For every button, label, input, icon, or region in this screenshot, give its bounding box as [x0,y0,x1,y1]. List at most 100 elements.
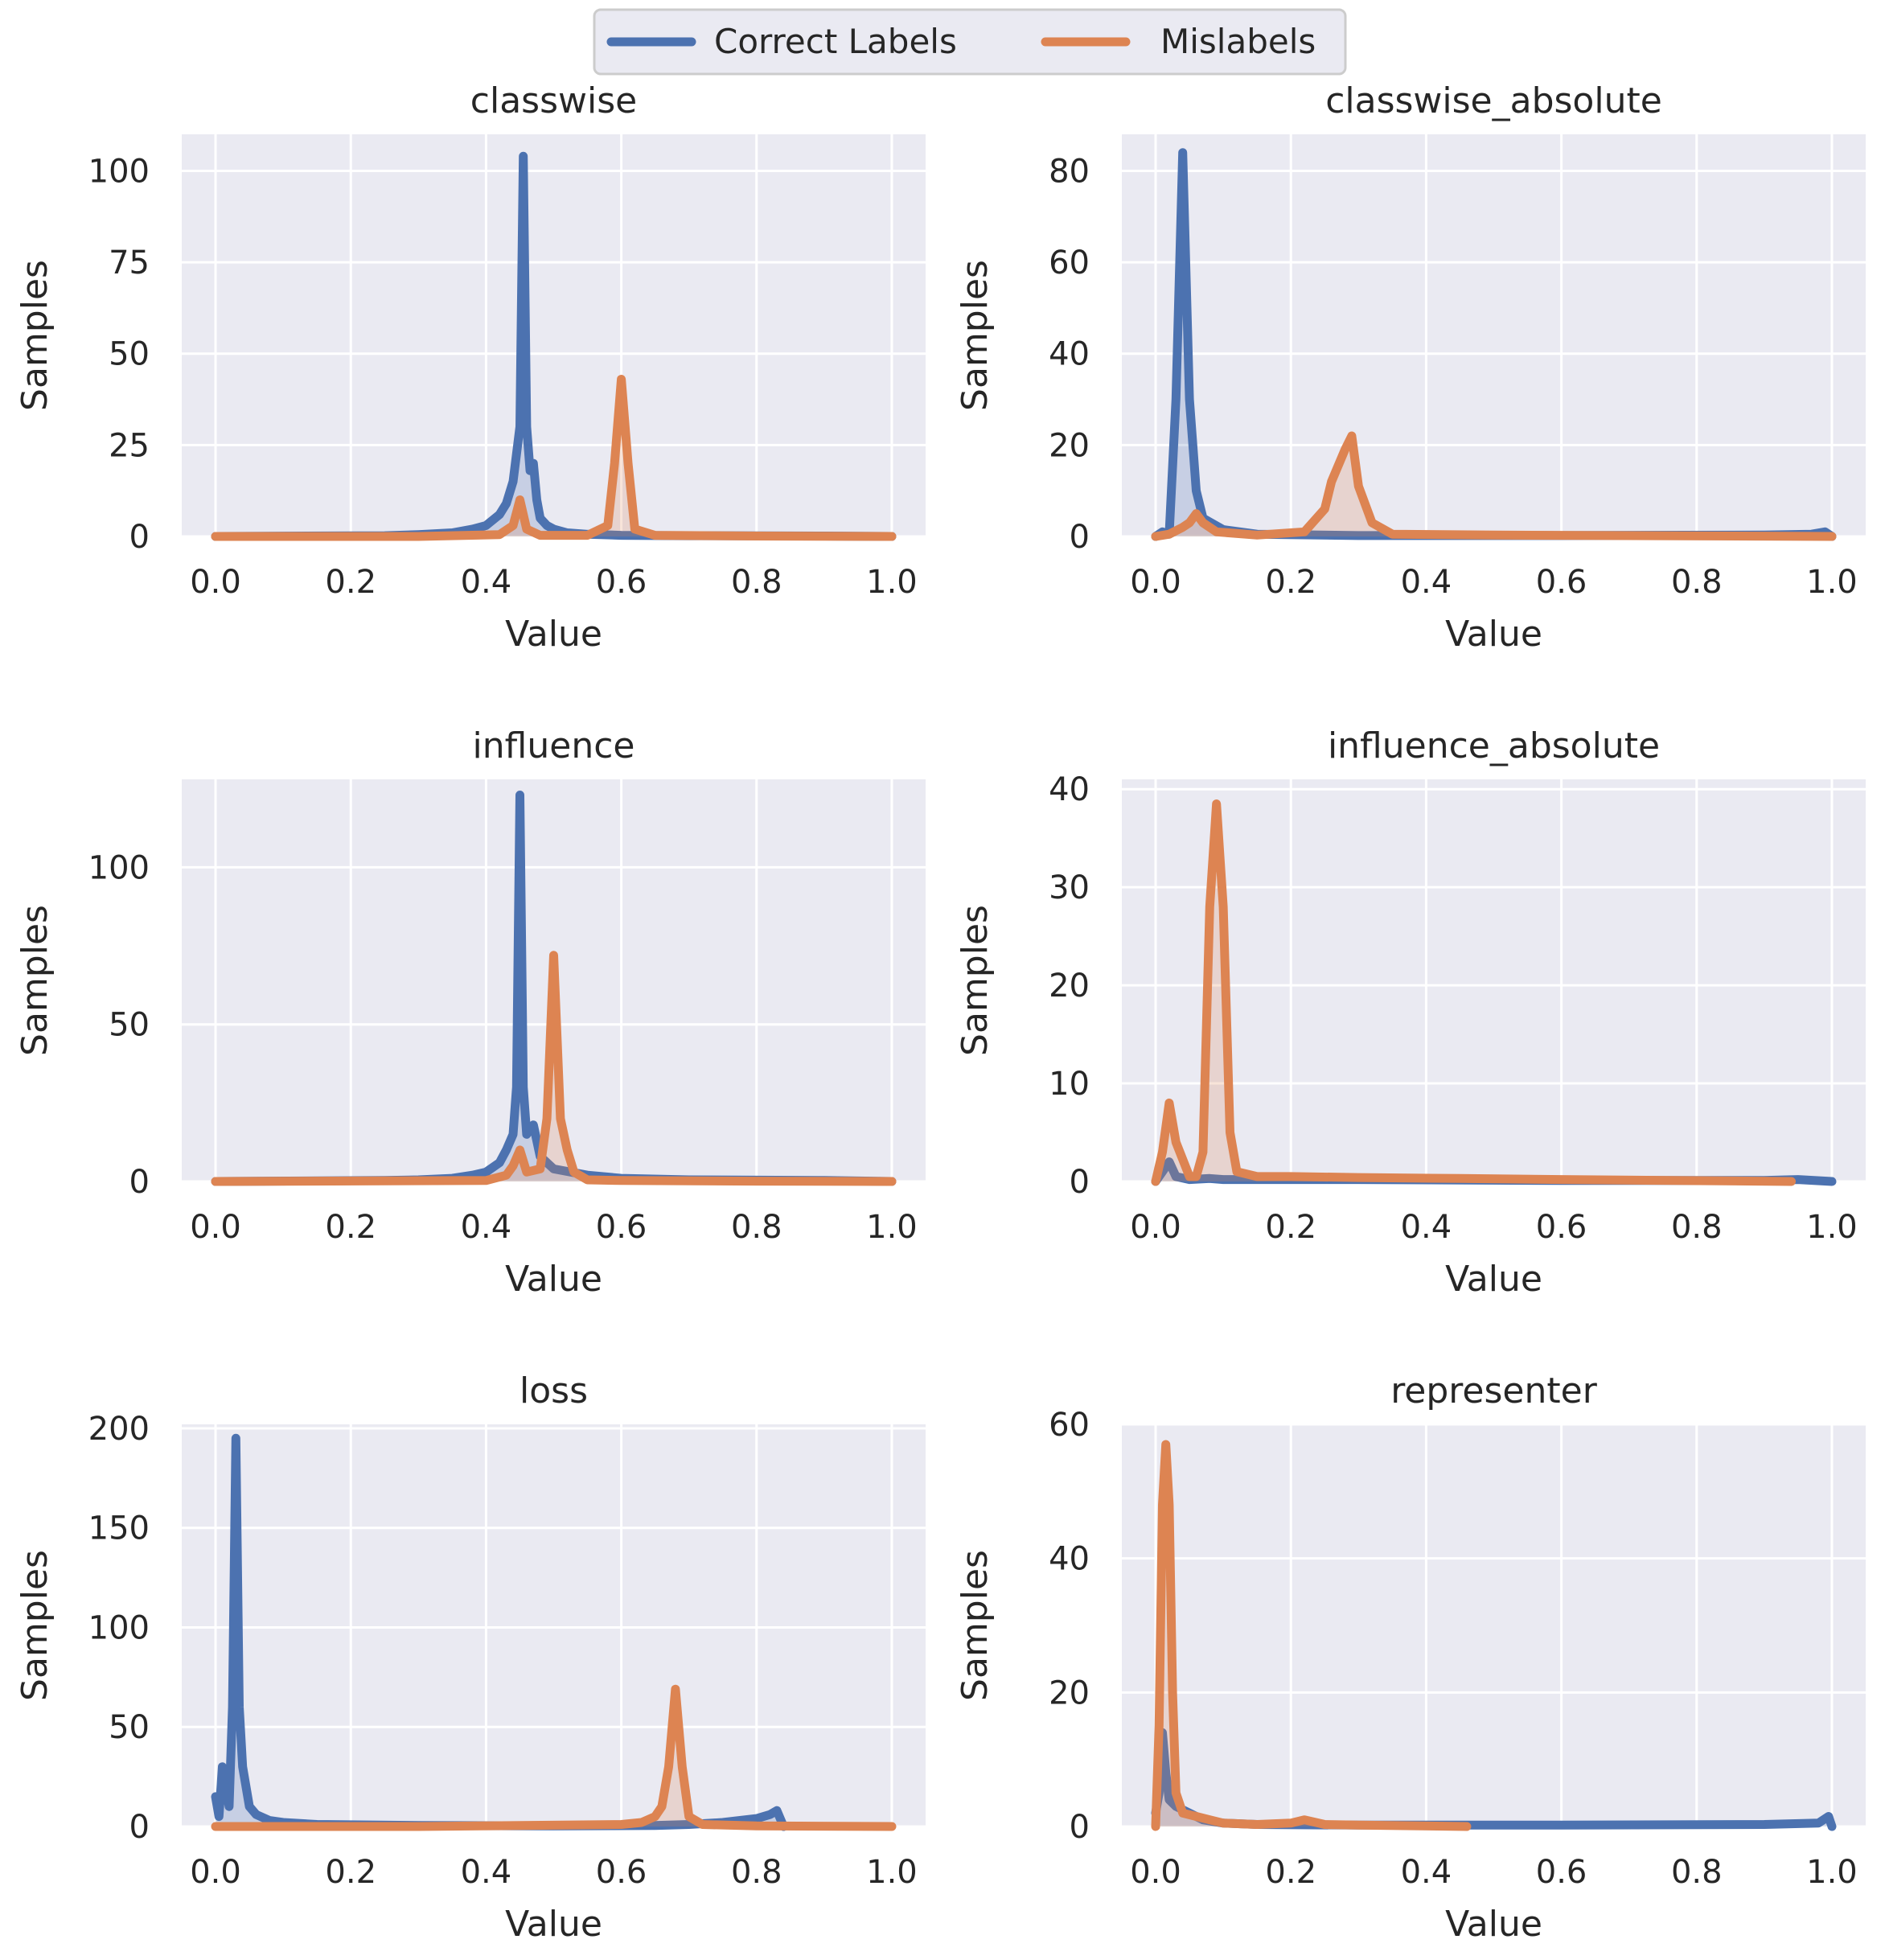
x-axis-label: Value [505,1904,602,1945]
x-tick-label: 0.2 [1265,1209,1316,1246]
x-tick-label: 1.0 [866,1854,918,1891]
y-tick-label: 25 [109,427,150,464]
x-tick-label: 0.6 [596,564,647,601]
y-axis-label: Samples [955,260,996,411]
x-tick-label: 0.6 [596,1854,647,1891]
series-line-mislabels [211,951,897,1186]
series-area-mislabels [1156,803,1792,1181]
y-tick-label: 10 [1049,1066,1090,1103]
y-tick-label: 50 [109,336,150,373]
y-tick-label: 75 [109,244,150,281]
plot-area [1122,779,1866,1181]
x-tick-label: 0.6 [1536,1854,1587,1891]
panel-representer: 0.0 0.2 0.4 0.6 0.8 1.0 0 20 40 60 representer Valu… [955,1370,1866,1945]
x-tick-label: 0.2 [325,1209,376,1246]
legend-mislabel-label: Mislabels [1160,22,1316,61]
y-tick-label: 30 [1049,869,1090,906]
series-line-mislabels [1151,1440,1472,1831]
x-tick-label: 0.4 [1401,1854,1452,1891]
x-tick-label: 0.6 [1536,1209,1587,1246]
x-tick-label: 0.6 [1536,564,1587,601]
x-tick-label: 0.2 [1265,564,1316,601]
x-axis-label: Value [1445,1904,1542,1945]
y-tick-label: 200 [88,1411,150,1448]
panel-title: representer [1390,1370,1598,1411]
y-axis-label: Samples [14,905,55,1056]
x-tick-label: 1.0 [1806,564,1858,601]
y-tick-label: 0 [129,1164,150,1201]
panel-title: classwise_absolute [1325,80,1662,121]
x-tick-label: 0.8 [1671,564,1723,601]
x-tick-label: 0.2 [1265,1854,1316,1891]
x-tick-label: 0.2 [325,1854,376,1891]
x-tick-label: 0.4 [461,564,512,601]
panel-classwise-absolute: 0.0 0.2 0.4 0.6 0.8 1.0 0 20 40 60 80 classwise_abs… [955,80,1866,655]
y-tick-label: 60 [1049,244,1090,281]
legend: Correct Labels Mislabels [593,8,1347,76]
x-tick-label: 0.8 [731,1209,782,1246]
x-tick-label: 0.8 [731,564,782,601]
x-tick-label: 0.2 [325,564,376,601]
y-tick-label: 40 [1049,771,1090,808]
y-tick-label: 0 [1070,519,1090,556]
y-tick-label: 60 [1049,1407,1090,1444]
plot-area [1122,1424,1866,1826]
y-tick-label: 100 [88,1609,150,1646]
panel-influence-absolute: 0.0 0.2 0.4 0.6 0.8 1.0 0 10 20 30 40 influence_abs… [955,725,1866,1300]
panel-title: classwise [470,80,637,121]
x-tick-label: 0.0 [1130,1209,1181,1246]
x-tick-label: 1.0 [866,1209,918,1246]
y-axis-label: Samples [14,1550,55,1701]
panel-title: influence [473,725,635,766]
panel-title: influence_absolute [1328,725,1660,766]
legend-box [593,8,1347,76]
x-tick-label: 0.6 [596,1209,647,1246]
x-axis-label: Value [1445,1259,1542,1300]
series-line-mislabels [1151,799,1796,1186]
x-tick-label: 0.8 [1671,1209,1723,1246]
plot-area [182,134,926,536]
y-tick-label: 0 [1070,1164,1090,1201]
y-tick-label: 150 [88,1510,150,1547]
x-tick-label: 1.0 [1806,1209,1858,1246]
plot-area [1122,134,1866,536]
x-axis-label: Value [505,614,602,655]
panel-title: loss [520,1370,588,1411]
x-tick-label: 0.4 [1401,564,1452,601]
panel-influence: 0.0 0.2 0.4 0.6 0.8 1.0 0 50 100 influence Value Sa… [14,725,926,1300]
x-tick-label: 0.4 [461,1209,512,1246]
y-tick-label: 50 [109,1007,150,1044]
x-tick-label: 1.0 [866,564,918,601]
y-tick-label: 100 [88,153,150,190]
y-tick-label: 100 [88,849,150,886]
y-axis-label: Samples [955,1550,996,1701]
x-axis-label: Value [1445,614,1542,655]
x-tick-label: 0.0 [190,1209,241,1246]
y-tick-label: 40 [1049,336,1090,373]
series-line-mislabels [211,1684,897,1831]
plot-area [182,1424,926,1826]
y-tick-label: 20 [1049,427,1090,464]
series-line-mislabels [211,375,897,541]
y-tick-label: 40 [1049,1541,1090,1578]
panel-classwise: 0.0 0.2 0.4 0.6 0.8 1.0 0 25 50 75 100 classwise Val… [14,80,926,655]
y-tick-label: 0 [1070,1809,1090,1846]
x-axis-label: Value [505,1259,602,1300]
y-axis-label: Samples [955,905,996,1056]
legend-correct-label: Correct Labels [714,22,957,61]
x-tick-label: 0.4 [461,1854,512,1891]
x-tick-label: 0.8 [1671,1854,1723,1891]
x-tick-label: 0.0 [190,564,241,601]
x-tick-label: 0.4 [1401,1209,1452,1246]
panel-loss: 0.0 0.2 0.4 0.6 0.8 1.0 0 50 100 150 200 loss Value S… [14,1370,926,1945]
y-axis-label: Samples [14,260,55,411]
y-tick-label: 80 [1049,153,1090,190]
y-tick-label: 20 [1049,1674,1090,1711]
y-tick-label: 0 [129,1809,150,1846]
x-tick-label: 0.0 [190,1854,241,1891]
x-tick-label: 0.0 [1130,564,1181,601]
x-tick-label: 1.0 [1806,1854,1858,1891]
y-tick-label: 0 [129,519,150,556]
series-area-mislabels [216,955,892,1181]
